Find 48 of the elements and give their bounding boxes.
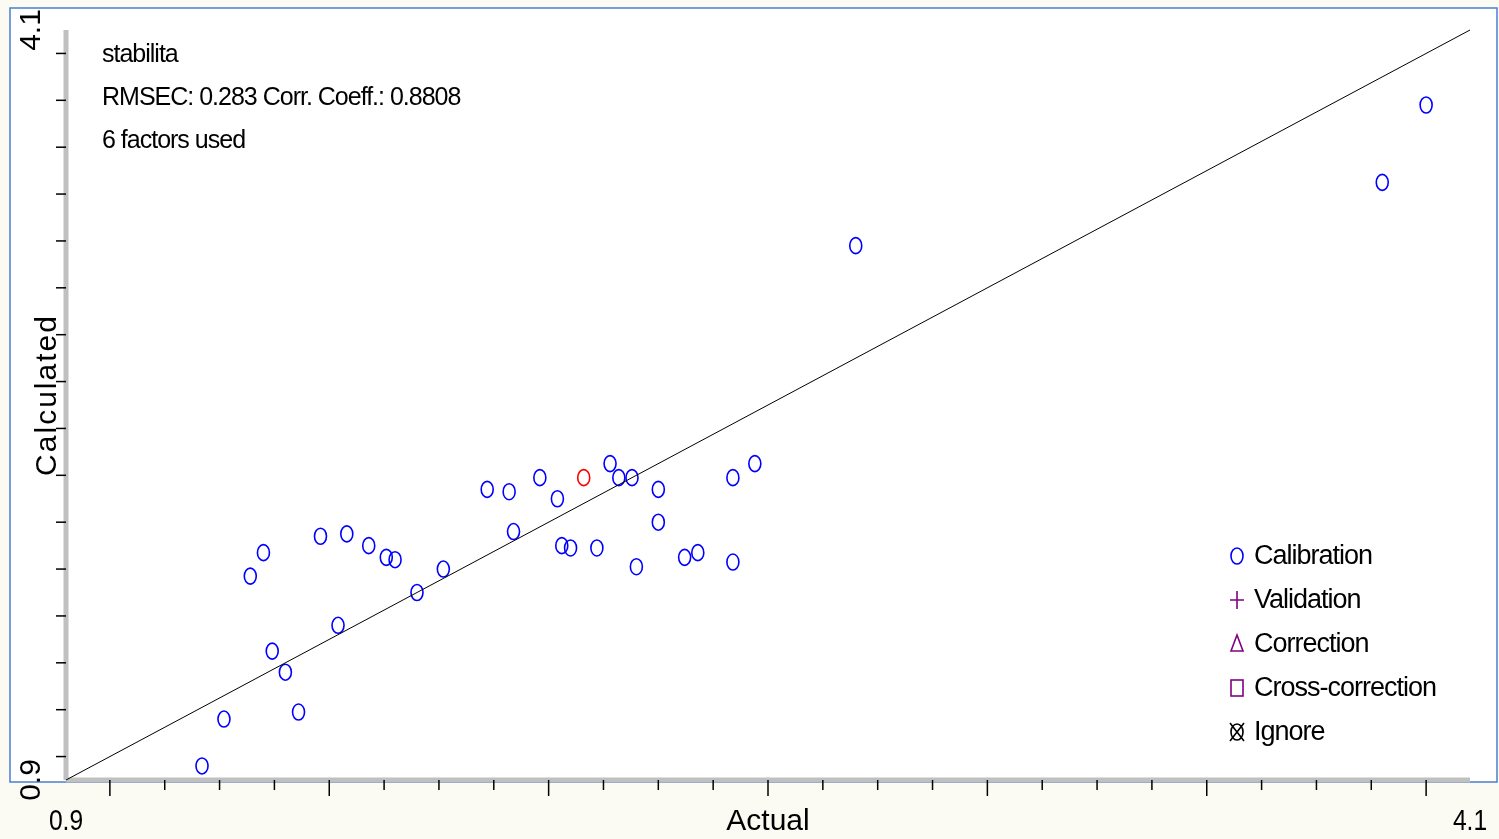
point: [502, 482, 516, 501]
point: [278, 663, 293, 681]
point: [748, 454, 762, 473]
point: [651, 480, 666, 499]
point: [506, 522, 521, 541]
annotation: 6 factors used: [102, 125, 246, 153]
legend-label: Correction: [1254, 628, 1369, 658]
point: [1375, 173, 1390, 192]
point: [340, 525, 354, 543]
point: [563, 539, 578, 557]
point: [726, 468, 740, 487]
point: [313, 527, 328, 546]
point: [651, 513, 666, 531]
legend-label: Calibration: [1254, 540, 1373, 570]
point: [291, 703, 306, 721]
point: [388, 550, 402, 569]
point: [533, 468, 547, 487]
point: [436, 560, 451, 578]
point: [590, 539, 604, 557]
point: [677, 548, 692, 567]
point: [576, 468, 591, 487]
point: [726, 553, 740, 571]
point: [1419, 96, 1433, 114]
point: [195, 757, 209, 775]
point: [848, 236, 863, 255]
point: [243, 567, 258, 585]
legend-label: Validation: [1254, 584, 1361, 614]
point: [410, 583, 424, 602]
annotation: stabilita: [102, 39, 179, 67]
point: [331, 616, 345, 635]
legend-label: Cross-correction: [1254, 672, 1437, 702]
point: [554, 536, 569, 555]
point: [256, 543, 271, 562]
y-axis-title: Calculated: [29, 314, 62, 476]
x-axis-title: Actual: [726, 803, 810, 836]
point: [691, 543, 705, 562]
point: [550, 489, 565, 508]
point: [480, 480, 494, 499]
point: [629, 557, 644, 576]
point: [217, 710, 231, 728]
legend-label: Ignore: [1254, 716, 1325, 746]
point: [379, 548, 394, 567]
point: [265, 642, 280, 660]
annotation: RMSEC: 0.283 Corr. Coeff.: 0.8808: [102, 82, 461, 110]
point: [612, 468, 626, 487]
point: [603, 454, 617, 473]
point: [361, 536, 376, 555]
point: [625, 468, 639, 487]
